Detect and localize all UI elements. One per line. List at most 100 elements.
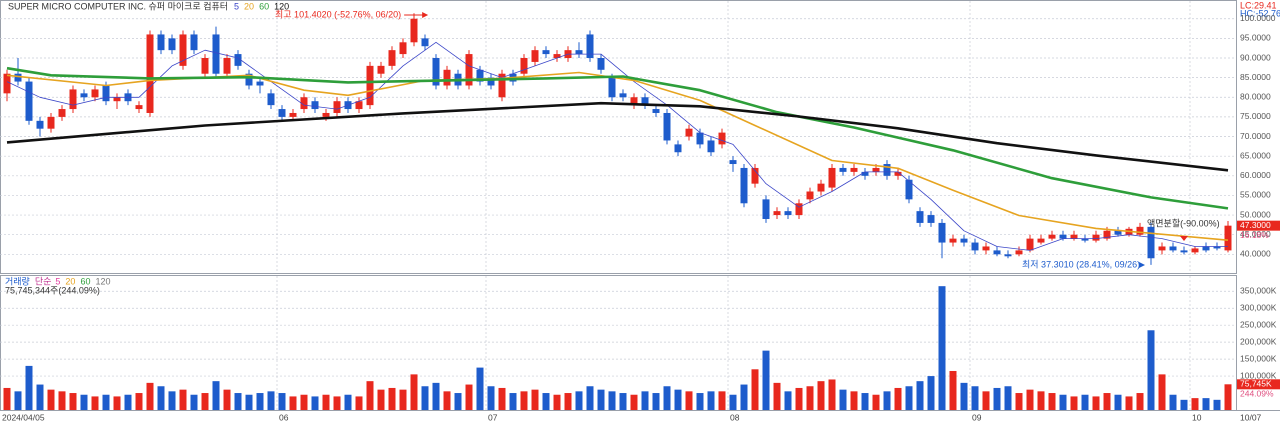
candle-body bbox=[223, 58, 231, 74]
candle-body bbox=[839, 167, 847, 172]
candle-body bbox=[201, 58, 209, 74]
volume-bar bbox=[1059, 394, 1067, 410]
volume-bar bbox=[344, 394, 352, 410]
volume-bar bbox=[36, 384, 44, 410]
volume-bar bbox=[1147, 330, 1155, 410]
y-tick-label: 50.0000 bbox=[1240, 209, 1271, 219]
last-volume-ratio: 244.09% bbox=[1240, 389, 1274, 399]
y-tick-label: 65.0000 bbox=[1240, 150, 1271, 160]
volume-bar bbox=[256, 393, 264, 410]
volume-bar bbox=[751, 369, 759, 410]
volume-tick-label: 350,000K bbox=[1240, 286, 1277, 296]
split-marker bbox=[1180, 236, 1188, 241]
volume-bar bbox=[872, 394, 880, 410]
volume-bar bbox=[883, 391, 891, 410]
candle-body bbox=[388, 50, 396, 66]
candle-body bbox=[817, 183, 825, 192]
price-panel bbox=[0, 0, 1237, 274]
volume-bar bbox=[91, 396, 99, 410]
candle-body bbox=[311, 101, 319, 110]
candle-body bbox=[157, 34, 165, 51]
hc-label: HC:-52.76 bbox=[1240, 8, 1280, 18]
volume-bar bbox=[806, 386, 814, 410]
volume-bar bbox=[916, 381, 924, 410]
volume-bar bbox=[740, 384, 748, 410]
candle-body bbox=[674, 144, 682, 153]
candle-body bbox=[630, 97, 638, 106]
moving-average bbox=[6, 66, 1229, 210]
volume-bar bbox=[520, 391, 528, 410]
volume-bar bbox=[718, 391, 726, 410]
volume-bar bbox=[311, 396, 319, 410]
last-volume-box bbox=[1237, 379, 1280, 390]
volume-bar bbox=[1114, 394, 1122, 410]
volume-bar bbox=[223, 389, 231, 410]
marks bbox=[3, 13, 1232, 410]
candle-body bbox=[300, 97, 308, 110]
volume-bar bbox=[674, 389, 682, 410]
candle-body bbox=[872, 167, 880, 172]
candle-body bbox=[3, 73, 11, 94]
x-tick-label: 09 bbox=[972, 412, 982, 422]
volume-bar bbox=[333, 396, 341, 410]
volume-bar bbox=[69, 393, 77, 410]
candle-body bbox=[1015, 250, 1023, 255]
volume-bar bbox=[575, 391, 583, 410]
candle-body bbox=[784, 211, 792, 216]
volume-bar bbox=[663, 386, 671, 410]
volume-bar bbox=[564, 393, 572, 410]
volume-bar bbox=[1015, 393, 1023, 410]
candle-body bbox=[256, 81, 264, 86]
y-tick-label: 95.0000 bbox=[1240, 33, 1271, 43]
candle-body bbox=[575, 50, 583, 55]
candle-body bbox=[1004, 254, 1012, 257]
volume-bar bbox=[377, 389, 385, 410]
volume-bar bbox=[487, 386, 495, 410]
candle-body bbox=[102, 85, 110, 102]
volume-bar bbox=[1213, 399, 1221, 410]
candle-body bbox=[212, 34, 220, 74]
volume-bar bbox=[388, 387, 396, 410]
volume-bar bbox=[47, 389, 55, 410]
volume-bar bbox=[234, 393, 242, 410]
volume-bar bbox=[542, 393, 550, 410]
volume-bar bbox=[124, 394, 132, 410]
candle-body bbox=[135, 105, 143, 110]
volume-bar bbox=[982, 391, 990, 410]
candle-body bbox=[399, 42, 407, 55]
volume-tick-label: 200,000K bbox=[1240, 336, 1277, 346]
candle-body bbox=[883, 164, 891, 176]
candle-body bbox=[696, 132, 704, 145]
candle-body bbox=[179, 34, 187, 66]
legend-entry: 60 bbox=[80, 276, 90, 286]
candle-body bbox=[267, 93, 275, 106]
volume-title: 거래량 bbox=[5, 275, 30, 286]
last-volume-label: 75,745K bbox=[1240, 379, 1272, 389]
candle-body bbox=[1070, 234, 1078, 239]
volume-bar bbox=[14, 391, 22, 410]
candle-body bbox=[245, 73, 253, 86]
candle-body bbox=[1114, 230, 1122, 235]
candle-body bbox=[487, 77, 495, 86]
candle-body bbox=[663, 112, 671, 141]
candle-body bbox=[806, 191, 814, 200]
volume-bar bbox=[586, 386, 594, 410]
volume-bar bbox=[58, 391, 66, 410]
candle-body bbox=[927, 215, 935, 223]
volume-bar bbox=[465, 384, 473, 410]
volume-bar bbox=[597, 389, 605, 410]
volume-bar bbox=[80, 394, 88, 410]
candle-body bbox=[1158, 246, 1166, 251]
candle-body bbox=[498, 73, 506, 98]
volume-bar bbox=[1026, 389, 1034, 410]
volume-bar bbox=[795, 387, 803, 410]
legend-entry: 60 bbox=[259, 1, 269, 11]
volume-bar bbox=[1136, 393, 1144, 410]
candle-body bbox=[993, 250, 1001, 255]
y-tick-label: 75.0000 bbox=[1240, 111, 1271, 121]
volume-bar bbox=[454, 393, 462, 410]
x-tick-label: 06 bbox=[279, 412, 289, 422]
volume-bar bbox=[817, 381, 825, 410]
candle-body bbox=[443, 69, 451, 86]
